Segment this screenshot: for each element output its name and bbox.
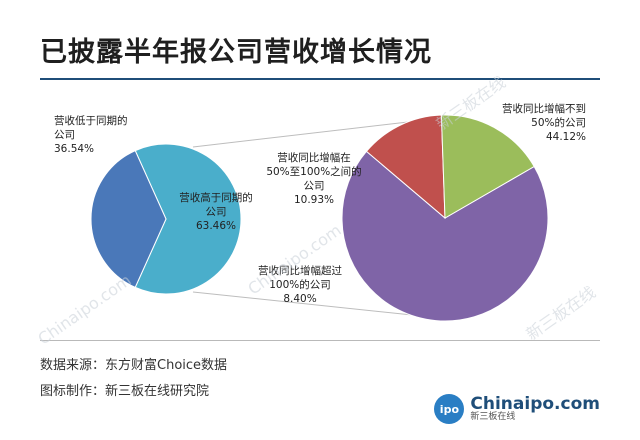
chart-maker-text: 图标制作：新三板在线研究院 xyxy=(40,384,210,399)
data-source-text: 数据来源：东方财富Choice数据 xyxy=(40,358,228,373)
label-growth-50-to-100: 营收同比增幅在 50%至100%之间的公司 10.93% xyxy=(266,151,361,206)
footer-divider xyxy=(40,340,600,341)
slice-growth-over-100 xyxy=(365,114,446,220)
title-divider xyxy=(40,78,600,80)
slice-revenue-lower xyxy=(90,149,167,289)
connector-line-top xyxy=(192,121,409,148)
secondary-pie xyxy=(341,114,549,322)
slice-revenue-higher xyxy=(134,143,242,295)
label-growth-over-100: 营收同比增幅超过 100%的公司 8.40% xyxy=(258,264,342,305)
logo-sub-text: 新三板在线 xyxy=(470,412,516,423)
connector-lines xyxy=(192,121,413,316)
label-revenue-higher: 营收高于同期的公司 63.46% xyxy=(179,191,253,232)
slice-growth-50-to-100 xyxy=(440,114,535,219)
connector-line-bottom xyxy=(192,291,413,316)
pie-labels: 营收低于同期的公司 36.54% 营收高于同期的公司 63.46% 营收同比增幅不到 50… xyxy=(54,102,586,305)
chinaipo-logo: ipo Chinaipo.com 新三板在线 xyxy=(434,394,600,424)
chart-title: 已披露半年报公司营收增长情况 xyxy=(40,37,432,68)
label-growth-under-50: 营收同比增幅不到 50%的公司 44.12% xyxy=(502,102,586,143)
ipo-badge-icon: ipo xyxy=(434,394,465,424)
logo-main-text: Chinaipo.com xyxy=(470,393,600,414)
label-revenue-lower: 营收低于同期的公司 36.54% xyxy=(54,114,128,155)
main-pie xyxy=(90,143,242,295)
slice-growth-under-50 xyxy=(341,150,549,322)
